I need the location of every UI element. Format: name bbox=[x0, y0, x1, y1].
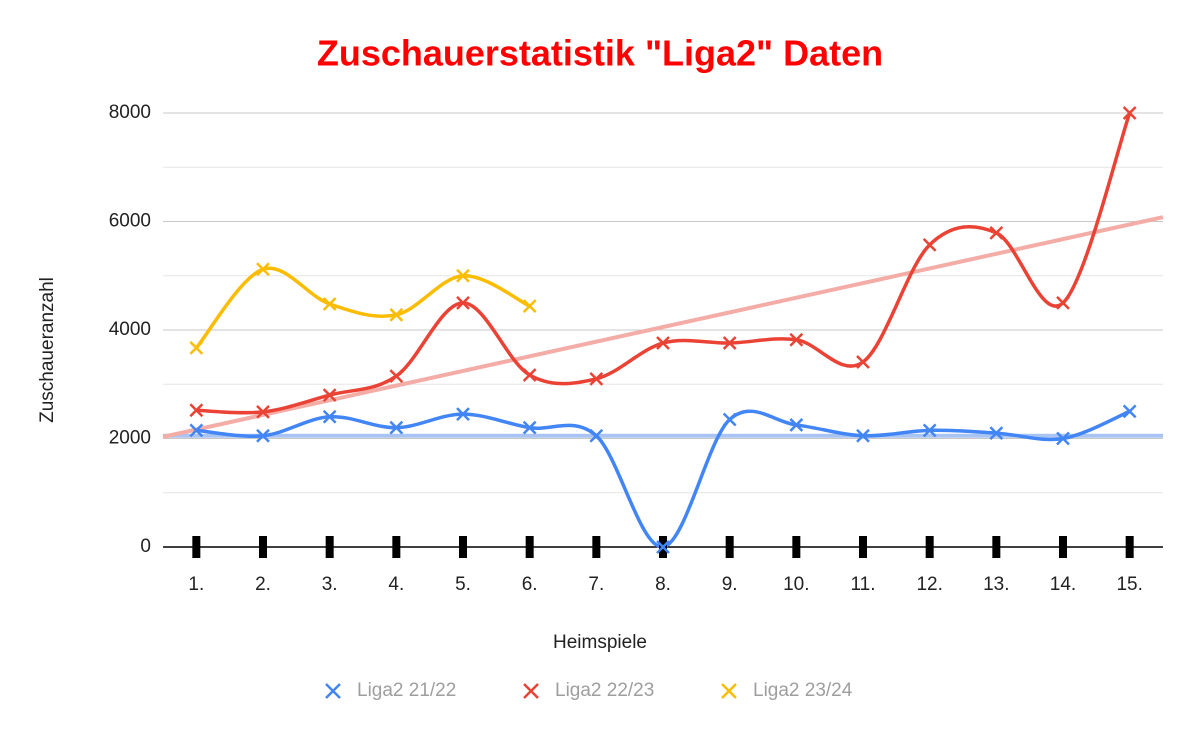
data-point bbox=[522, 420, 537, 435]
data-point bbox=[456, 268, 470, 283]
x-tick bbox=[459, 536, 467, 558]
data-point bbox=[1056, 295, 1070, 310]
data-point bbox=[322, 297, 337, 311]
x-tick bbox=[859, 536, 867, 558]
x-tick-label: 11. bbox=[850, 574, 875, 595]
x-tick-label: 5. bbox=[455, 574, 471, 595]
data-point bbox=[1056, 431, 1070, 446]
data-point bbox=[656, 540, 670, 554]
y-tick-label: 8000 bbox=[109, 102, 151, 123]
data-point bbox=[189, 403, 204, 418]
y-tick-label: 0 bbox=[140, 536, 151, 557]
data-point bbox=[1122, 404, 1137, 419]
x-tick bbox=[192, 536, 201, 558]
data-point bbox=[322, 409, 337, 424]
x-tick-label: 10. bbox=[783, 574, 809, 595]
data-point bbox=[1122, 106, 1137, 120]
data-point bbox=[856, 355, 870, 369]
legend-label: Liga2 23/24 bbox=[753, 680, 853, 701]
x-tick bbox=[525, 536, 534, 558]
data-point bbox=[989, 226, 1004, 240]
data-point bbox=[322, 388, 337, 402]
data-point bbox=[256, 428, 270, 443]
legend-marker bbox=[325, 683, 341, 699]
chart-title: Zuschauerstatistik "Liga2" Daten bbox=[317, 33, 883, 74]
data-point bbox=[189, 341, 204, 355]
x-tick-label: 1. bbox=[188, 574, 204, 595]
data-point bbox=[722, 336, 737, 350]
x-tick bbox=[1125, 536, 1134, 558]
data-point bbox=[389, 420, 404, 435]
data-point bbox=[456, 407, 470, 421]
x-tick-label: 12. bbox=[916, 574, 942, 595]
x-tick-label: 15. bbox=[1116, 574, 1142, 595]
legend-label: Liga2 22/23 bbox=[555, 680, 654, 701]
data-point bbox=[522, 299, 537, 314]
data-point bbox=[789, 332, 804, 347]
data-point bbox=[522, 368, 537, 382]
data-point bbox=[989, 426, 1004, 440]
data-point bbox=[722, 412, 737, 427]
data-point bbox=[256, 405, 270, 419]
data-point bbox=[856, 428, 870, 443]
data-point bbox=[389, 369, 404, 383]
x-tick-label: 3. bbox=[322, 574, 338, 595]
data-point bbox=[389, 307, 404, 322]
x-tick bbox=[592, 536, 601, 558]
x-tick bbox=[325, 536, 334, 558]
data-point bbox=[922, 237, 937, 252]
x-tick bbox=[1059, 536, 1067, 558]
data-point bbox=[589, 371, 604, 386]
x-tick bbox=[992, 536, 1001, 558]
x-tick-label: 7. bbox=[588, 574, 604, 595]
y-tick-label: 2000 bbox=[109, 428, 151, 449]
legend-marker bbox=[721, 683, 737, 699]
x-tick-label: 14. bbox=[1050, 574, 1076, 595]
data-point bbox=[456, 295, 470, 310]
y-tick-label: 4000 bbox=[109, 319, 151, 340]
data-point bbox=[656, 336, 670, 350]
series-line bbox=[196, 112, 1132, 415]
x-tick-label: 13. bbox=[983, 574, 1009, 595]
x-tick-label: 4. bbox=[388, 574, 404, 595]
x-tick bbox=[725, 536, 734, 558]
x-tick-label: 9. bbox=[722, 574, 738, 595]
data-point bbox=[189, 423, 204, 438]
data-point bbox=[256, 262, 270, 277]
x-tick bbox=[792, 536, 801, 558]
x-axis-label: Heimspiele bbox=[553, 632, 647, 653]
legend-label: Liga2 21/22 bbox=[357, 680, 456, 701]
y-axis-label: Zuschaueranzahl bbox=[37, 277, 58, 423]
x-tick bbox=[392, 536, 401, 558]
y-tick-label: 6000 bbox=[109, 211, 151, 232]
x-tick bbox=[259, 536, 267, 558]
x-tick bbox=[925, 536, 934, 558]
x-tick-label: 8. bbox=[655, 574, 671, 595]
data-point bbox=[589, 428, 604, 443]
data-point bbox=[922, 423, 937, 438]
trendline bbox=[162, 215, 1164, 439]
data-point bbox=[789, 418, 804, 432]
x-tick-label: 6. bbox=[522, 574, 538, 595]
x-tick-label: 2. bbox=[255, 574, 271, 595]
legend-marker bbox=[523, 683, 539, 699]
